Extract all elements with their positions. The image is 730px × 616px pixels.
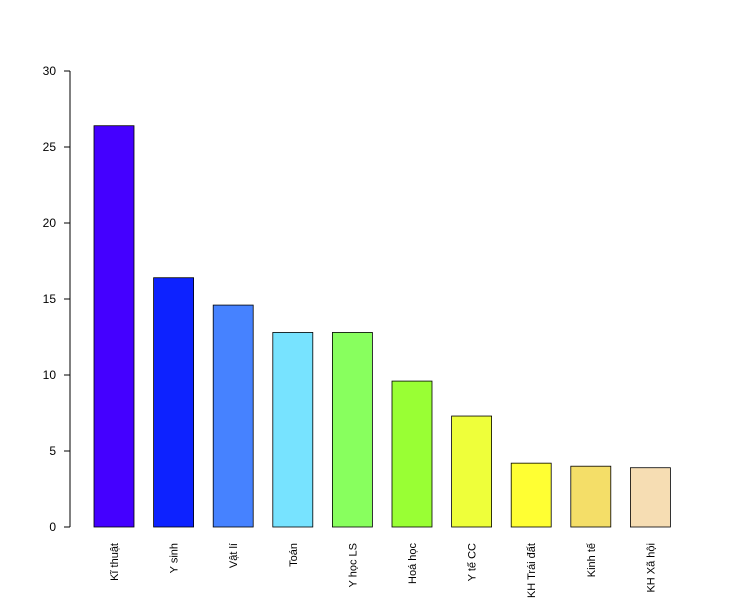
x-category-label: Hoá học [407, 543, 419, 584]
x-category-label: Kĩ thuật [109, 543, 121, 581]
x-category-label: Y sinh [169, 543, 181, 573]
x-category-label: Toán [288, 543, 300, 567]
y-tick-label: 5 [49, 444, 56, 458]
y-tick-label: 15 [43, 292, 57, 306]
x-category-label: Y tế CC [467, 543, 479, 581]
bar [392, 381, 432, 527]
bar [154, 278, 194, 527]
y-tick-label: 0 [49, 520, 56, 534]
y-tick-label: 25 [43, 140, 57, 154]
y-tick-label: 30 [43, 64, 57, 78]
bar [571, 466, 611, 527]
y-tick-label: 20 [43, 216, 57, 230]
bar [332, 332, 372, 527]
x-axis-labels: Kĩ thuật Y sinh Vật lí Toán Y học LS Hoá học Y… [109, 543, 657, 599]
y-tick-label: 10 [43, 368, 57, 382]
y-axis: 0 5 10 15 20 25 30 [43, 64, 70, 534]
bar [213, 305, 253, 527]
x-category-label: Kinh tế [586, 543, 598, 577]
x-category-label: KH Xã hội [645, 543, 657, 593]
bar [630, 468, 670, 527]
bar [94, 126, 134, 527]
x-category-label: Vật lí [228, 543, 240, 568]
bar [273, 332, 313, 527]
x-category-label: KH Trái đất [526, 543, 538, 598]
bar [511, 463, 551, 527]
bars [94, 126, 670, 527]
x-category-label: Y học LS [347, 543, 359, 587]
bar [452, 416, 492, 527]
